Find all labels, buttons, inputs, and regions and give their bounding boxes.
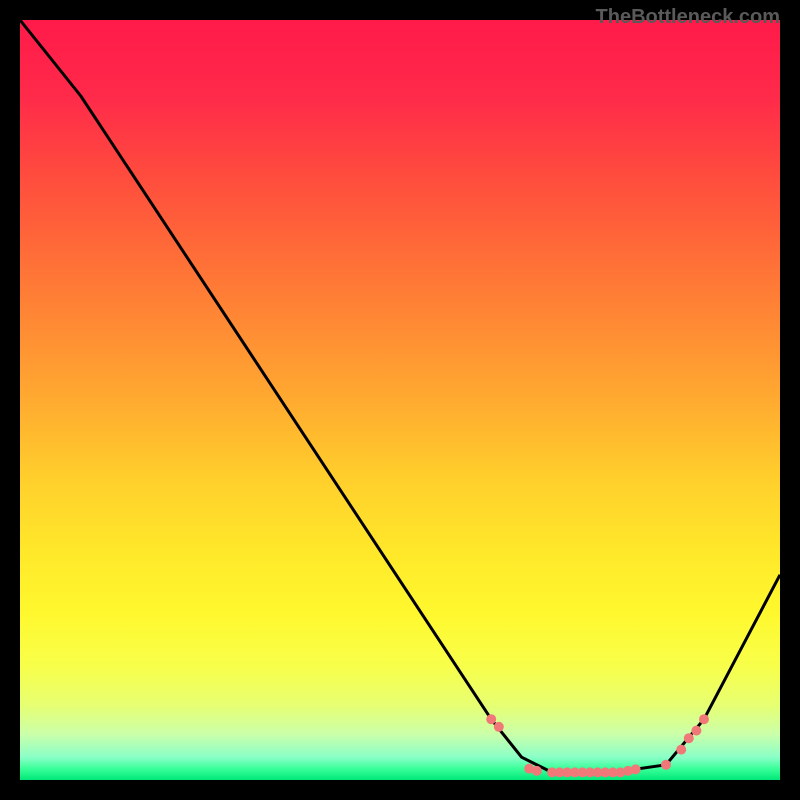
data-marker <box>676 745 686 755</box>
bottleneck-chart <box>20 20 780 780</box>
data-marker <box>691 726 701 736</box>
data-marker <box>699 714 709 724</box>
data-marker <box>684 733 694 743</box>
chart-background <box>20 20 780 780</box>
data-marker <box>532 766 542 776</box>
watermark-text: TheBottleneck.com <box>596 6 780 29</box>
chart-plot-area <box>20 20 780 780</box>
data-marker <box>661 760 671 770</box>
data-marker <box>494 722 504 732</box>
data-marker <box>486 714 496 724</box>
data-marker <box>631 764 641 774</box>
